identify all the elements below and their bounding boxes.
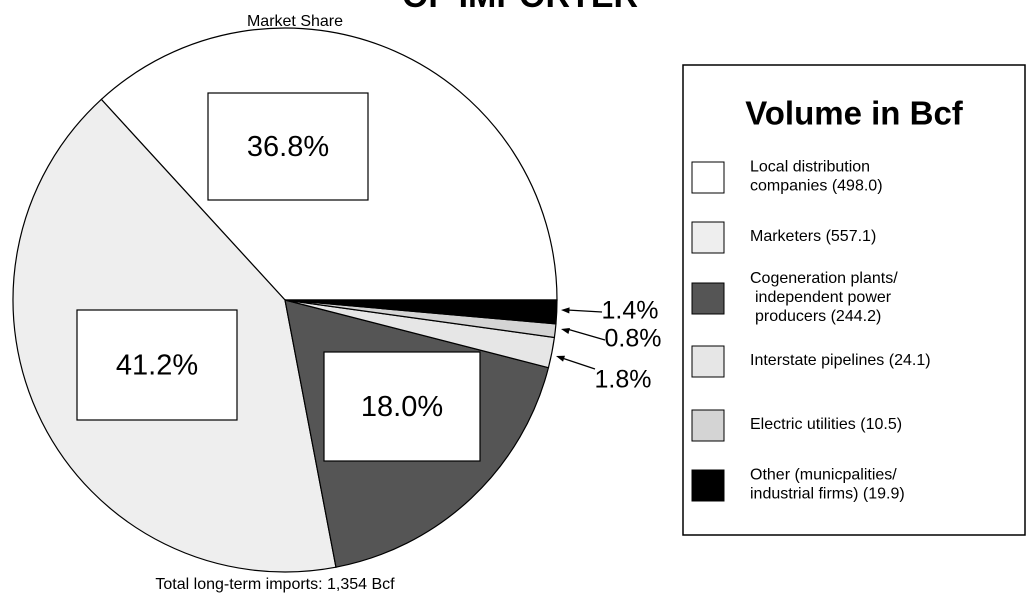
legend-label: producers (244.2) xyxy=(755,308,881,325)
label-box xyxy=(323,351,481,462)
value-label: 1.4% xyxy=(602,297,659,325)
legend-box xyxy=(682,64,1026,536)
legend-swatch xyxy=(691,345,725,378)
legend-label: Other (municpalities/ xyxy=(750,467,897,484)
legend-label: Local distribution xyxy=(750,159,870,176)
legend-swatch xyxy=(691,409,725,442)
value-label: 36.8% xyxy=(247,131,329,163)
legend-label: Marketers (557.1) xyxy=(750,228,876,245)
legend-swatch xyxy=(691,469,725,502)
legend-label: independent power xyxy=(755,289,892,306)
chart-title: OF IMPORTER xyxy=(402,0,638,15)
legend-swatch xyxy=(691,221,725,254)
value-label: 1.8% xyxy=(595,366,652,394)
legend-label: Electric utilities (10.5) xyxy=(750,416,902,433)
arrow-head xyxy=(561,328,570,335)
legend-swatch xyxy=(691,282,725,315)
value-label: 18.0% xyxy=(361,391,443,423)
legend-swatch xyxy=(691,161,725,194)
legend-label: Interstate pipelines (24.1) xyxy=(750,352,931,369)
leader-line xyxy=(566,328,606,341)
arrow-head xyxy=(556,355,565,362)
pie-slice xyxy=(284,299,558,325)
value-label: 0.8% xyxy=(605,325,662,353)
label-box xyxy=(207,92,369,201)
legend-label: industrial firms) (19.9) xyxy=(750,486,905,503)
arrow-head xyxy=(561,307,570,314)
chart-subtitle: Market Share xyxy=(247,13,343,30)
legend-title: Volume in Bcf xyxy=(745,95,964,132)
legend-label: Cogeneration plants/ xyxy=(750,270,898,287)
value-label: 41.2% xyxy=(116,350,198,382)
leader-line xyxy=(561,357,596,370)
legend-label: companies (498.0) xyxy=(750,178,883,195)
footnote: Total long-term imports: 1,354 Bcf xyxy=(155,576,395,593)
leader-line xyxy=(566,309,603,313)
label-box xyxy=(76,309,238,421)
